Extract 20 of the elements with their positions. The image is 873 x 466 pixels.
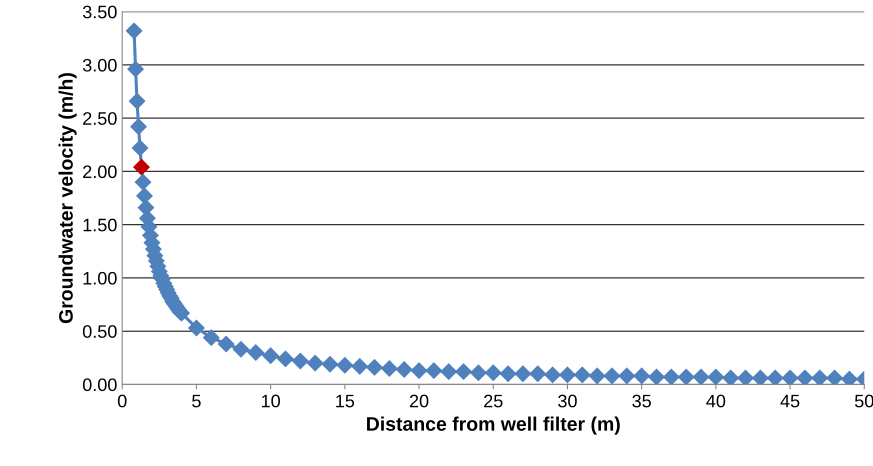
x-tick-label: 20 [410, 394, 428, 408]
y-tick-label: 2.50 [83, 112, 117, 125]
y-tick-label: 0.50 [82, 325, 117, 338]
x-tick-label: 15 [336, 394, 354, 408]
y-tick-label: 0.00 [82, 378, 117, 392]
x-tick-label: 30 [558, 394, 577, 408]
y-tick-label: 1.00 [84, 272, 117, 285]
y-tick-label: 3.00 [82, 58, 117, 72]
x-tick-label: 35 [632, 394, 651, 408]
x-tick-label: 25 [484, 394, 503, 408]
x-tick-label: 0 [118, 394, 127, 408]
y-tick-label: 3.50 [82, 6, 117, 18]
y-tick-label: 2.00 [83, 165, 117, 178]
x-tick-label: 5 [192, 394, 201, 408]
x-axis-title: Distance from well filter (m) [367, 416, 620, 435]
y-tick-label: 1.50 [84, 218, 117, 232]
y-axis-title: Groundwater velocity (m/h) [58, 73, 77, 324]
x-tick-label: 10 [262, 394, 280, 408]
x-tick-label: 45 [780, 394, 800, 408]
x-tick-label: 40 [706, 394, 726, 408]
